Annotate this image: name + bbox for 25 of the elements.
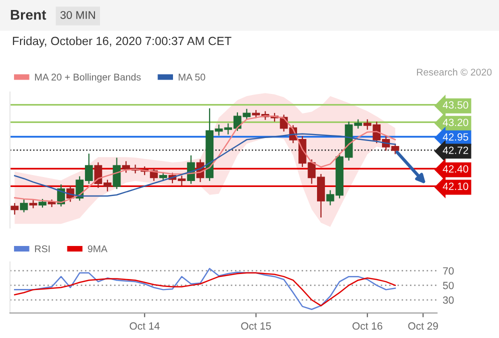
y-tick-label: 43.50 [442, 101, 468, 109]
y-tick-label: 43.20 [442, 118, 468, 126]
candlestick [29, 200, 38, 208]
legend-label: 9MA [88, 245, 108, 252]
x-tick-label: Oct 14 [130, 322, 160, 330]
x-tick-label: Oct 29 [408, 322, 438, 330]
chart-title: Brent [10, 10, 46, 20]
text: Friday, October 16, 2020 7:00:37 AM CET [12, 36, 232, 48]
y-tick-label: 42.95 [442, 133, 468, 141]
chart-subtitle: 30 MIN [60, 11, 95, 19]
candlestick [112, 158, 121, 190]
y-tick-label: 30 [442, 296, 454, 304]
legend-label: MA 50 [178, 74, 206, 81]
y-tick-label: 42.40 [442, 165, 468, 173]
candlestick [20, 200, 28, 212]
legend-label: RSI [35, 245, 50, 252]
y-tick-label: 50 [442, 282, 454, 290]
legend-label: MA 20 + Bollinger Bands [35, 73, 141, 82]
x-tick-label: Oct 15 [241, 322, 271, 330]
y-tick-label: 42.72 [442, 146, 468, 154]
x-tick-label: Oct 16 [352, 322, 382, 330]
y-tick-label: 70 [443, 267, 454, 275]
y-tick-label: 42.10 [442, 182, 468, 190]
text: Research © 2020 [417, 68, 492, 76]
candlestick [10, 203, 19, 215]
